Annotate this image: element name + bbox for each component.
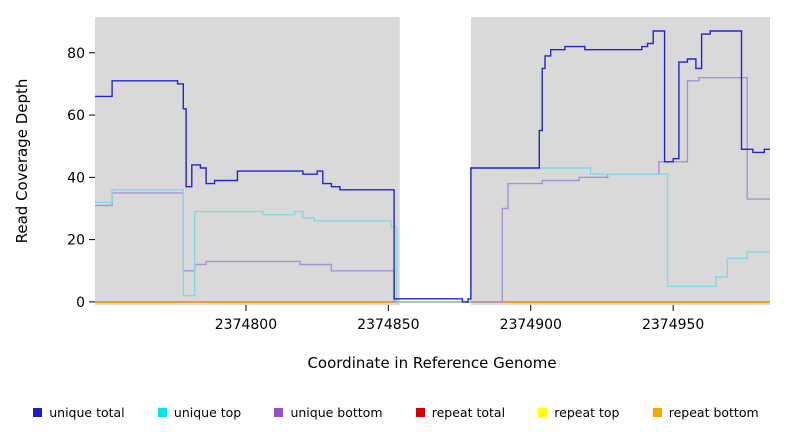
- x-tick-label: 2374900: [500, 317, 562, 333]
- legend-swatch: [415, 407, 425, 417]
- legend-label: repeat top: [554, 404, 620, 420]
- y-tick-label: 40: [67, 170, 85, 186]
- legend-label: unique top: [173, 404, 242, 420]
- y-tick-label: 0: [76, 295, 85, 311]
- legend: unique total unique top unique bottom repea…: [0, 399, 792, 425]
- legend-label: unique total: [49, 404, 125, 420]
- legend-swatch: [538, 407, 548, 417]
- y-tick-label: 80: [67, 46, 85, 62]
- legend-item-repeat-top: repeat top: [538, 404, 620, 420]
- y-axis-title: Read Coverage Depth: [13, 78, 31, 244]
- plot-area: 0 20 40 60 80 2374800 2374850 2374900 2374950: [67, 17, 770, 333]
- legend-item-unique-bottom: unique bottom: [274, 404, 383, 420]
- legend-swatch: [274, 407, 284, 417]
- legend-swatch: [652, 407, 662, 417]
- legend-label: repeat bottom: [668, 404, 759, 420]
- x-tick-label: 2374800: [215, 317, 277, 333]
- legend-item-unique-total: unique total: [33, 404, 125, 420]
- legend-label: repeat total: [431, 404, 506, 420]
- legend-swatch: [33, 407, 43, 417]
- x-tick-label: 2374950: [642, 317, 704, 333]
- y-tick-label: 20: [67, 233, 85, 249]
- legend-label: unique bottom: [290, 404, 383, 420]
- x-axis-title: Coordinate in Reference Genome: [307, 354, 557, 372]
- y-tick-label: 60: [67, 108, 85, 124]
- series-line-unique-total: [95, 30, 770, 303]
- x-tick-label: 2374850: [357, 317, 419, 333]
- coverage-gap-region: [399, 17, 471, 305]
- legend-swatch: [157, 407, 167, 417]
- legend-item-repeat-total: repeat total: [415, 404, 506, 420]
- legend-item-unique-top: unique top: [157, 404, 242, 420]
- legend-item-repeat-bottom: repeat bottom: [652, 404, 759, 420]
